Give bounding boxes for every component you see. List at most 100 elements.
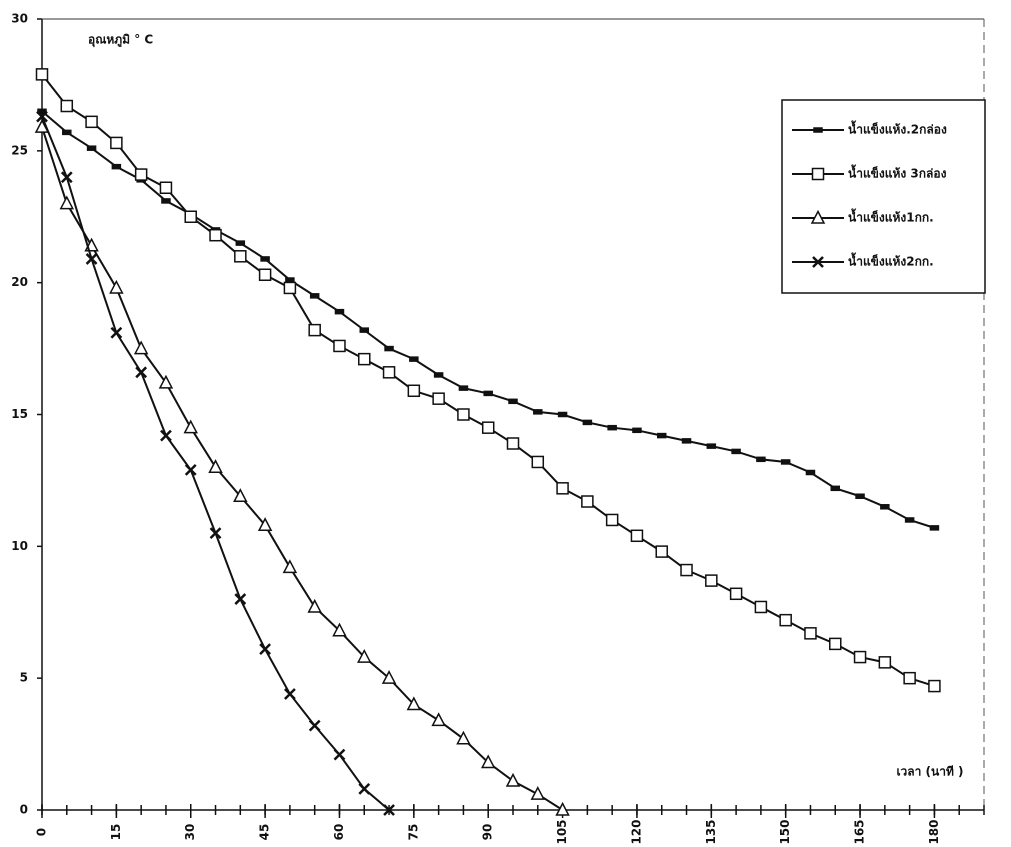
- marker-triangle: [210, 461, 222, 473]
- marker-triangle: [284, 561, 296, 573]
- marker-square: [780, 615, 791, 626]
- marker-cross: [310, 721, 320, 731]
- marker-square: [582, 496, 593, 507]
- x-tick-label: 75: [406, 824, 420, 841]
- marker-square: [408, 385, 419, 396]
- marker-square: [309, 325, 320, 336]
- marker-triangle: [61, 197, 73, 209]
- marker-dash: [112, 165, 120, 169]
- marker-cross: [235, 594, 245, 604]
- x-tick-label: 90: [481, 824, 495, 841]
- x-tick-label: 180: [927, 819, 941, 844]
- x-tick-label: 45: [258, 824, 272, 841]
- y-tick-label: 30: [11, 12, 28, 26]
- marker-dash: [782, 460, 790, 464]
- marker-triangle: [532, 788, 544, 800]
- marker-dash: [806, 471, 814, 475]
- marker-triangle: [110, 281, 122, 293]
- marker-square: [607, 514, 618, 525]
- marker-square: [433, 393, 444, 404]
- y-axis-label: อุณหภูมิ ° C: [88, 33, 153, 48]
- series-line: [42, 127, 563, 810]
- marker-dash: [509, 399, 517, 403]
- marker-cross: [285, 689, 295, 699]
- marker-triangle: [457, 732, 469, 744]
- marker-dash: [484, 391, 492, 395]
- marker-square: [384, 367, 395, 378]
- y-tick-label: 10: [11, 539, 28, 553]
- marker-square: [260, 269, 271, 280]
- y-tick-label: 20: [11, 275, 28, 289]
- marker-dash: [286, 278, 294, 282]
- marker-square: [557, 483, 568, 494]
- marker-dash: [162, 199, 170, 203]
- marker-dash: [63, 130, 71, 134]
- marker-dash: [534, 410, 542, 414]
- marker-triangle: [185, 421, 197, 433]
- legend-marker: [814, 128, 822, 132]
- x-axis-label: เวลา (นาที ): [896, 765, 963, 779]
- x-tick-label: 60: [332, 824, 346, 841]
- marker-square: [532, 456, 543, 467]
- marker-square: [210, 230, 221, 241]
- marker-cross: [87, 254, 97, 264]
- marker-cross: [260, 644, 270, 654]
- marker-square: [755, 601, 766, 612]
- marker-dash: [583, 420, 591, 424]
- marker-triangle: [507, 774, 519, 786]
- marker-square: [61, 101, 72, 112]
- x-tick-label: 165: [853, 819, 867, 844]
- marker-square: [508, 438, 519, 449]
- marker-square: [334, 340, 345, 351]
- marker-square: [136, 169, 147, 180]
- marker-dash: [707, 444, 715, 448]
- marker-cross: [211, 528, 221, 538]
- marker-square: [185, 211, 196, 222]
- y-tick-label: 0: [20, 803, 28, 817]
- marker-dash: [410, 357, 418, 361]
- x-tick-label: 30: [183, 824, 197, 841]
- marker-triangle: [309, 600, 321, 612]
- marker-triangle: [135, 342, 147, 354]
- x-tick-label: 105: [555, 819, 569, 844]
- marker-square: [235, 251, 246, 262]
- marker-square: [160, 182, 171, 193]
- marker-square: [830, 638, 841, 649]
- marker-square: [37, 69, 48, 80]
- x-tick-label: 135: [704, 819, 718, 844]
- y-tick-label: 5: [20, 671, 28, 685]
- x-tick-label: 150: [778, 819, 792, 844]
- marker-dash: [658, 434, 666, 438]
- marker-dash: [906, 518, 914, 522]
- marker-dash: [732, 449, 740, 453]
- marker-dash: [856, 494, 864, 498]
- marker-square: [483, 422, 494, 433]
- marker-dash: [88, 146, 96, 150]
- marker-cross: [161, 431, 171, 441]
- legend-label: น้ำแข็งแห้ง 3กล่อง: [848, 164, 947, 181]
- legend-label: น้ำแข็งแห้ง.2กล่อง: [848, 120, 947, 137]
- marker-cross: [62, 172, 72, 182]
- x-tick-label: 0: [35, 828, 49, 836]
- marker-square: [929, 681, 940, 692]
- marker-square: [904, 673, 915, 684]
- legend-label: น้ำแข็งแห้ง2กก.: [848, 252, 934, 269]
- marker-dash: [236, 241, 244, 245]
- marker-dash: [360, 328, 368, 332]
- marker-cross: [334, 750, 344, 760]
- marker-cross: [136, 367, 146, 377]
- marker-dash: [385, 347, 393, 351]
- marker-square: [706, 575, 717, 586]
- marker-dash: [881, 505, 889, 509]
- marker-dash: [683, 439, 691, 443]
- marker-square: [458, 409, 469, 420]
- y-tick-label: 15: [11, 407, 28, 421]
- marker-cross: [186, 465, 196, 475]
- marker-square: [805, 628, 816, 639]
- marker-square: [86, 116, 97, 127]
- marker-square: [111, 137, 122, 148]
- marker-square: [731, 588, 742, 599]
- x-tick-label: 120: [629, 819, 643, 844]
- x-tick-label: 15: [109, 824, 123, 841]
- marker-square: [656, 546, 667, 557]
